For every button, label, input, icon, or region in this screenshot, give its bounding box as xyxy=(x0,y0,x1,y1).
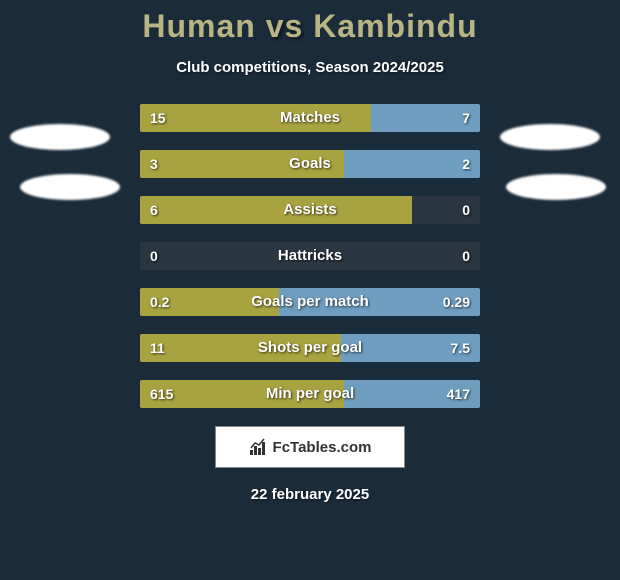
player-badge-placeholder xyxy=(20,174,120,200)
player-badge-placeholder xyxy=(10,124,110,150)
stat-label: Shots per goal xyxy=(140,334,480,362)
stat-label: Goals per match xyxy=(140,288,480,316)
stat-row: 615Min per goal417 xyxy=(140,380,480,408)
stat-value-right: 417 xyxy=(447,380,470,408)
stat-row: 0.2Goals per match0.29 xyxy=(140,288,480,316)
vs-text: vs xyxy=(266,8,304,44)
comparison-title: Human vs Kambindu xyxy=(0,0,620,45)
stat-label: Matches xyxy=(140,104,480,132)
stat-row: 3Goals2 xyxy=(140,150,480,178)
stat-row: 15Matches7 xyxy=(140,104,480,132)
stat-row: 0Hattricks0 xyxy=(140,242,480,270)
stat-value-right: 2 xyxy=(462,150,470,178)
stat-label: Goals xyxy=(140,150,480,178)
stat-value-right: 0.29 xyxy=(443,288,470,316)
player-badge-placeholder xyxy=(500,124,600,150)
stat-label: Min per goal xyxy=(140,380,480,408)
footer-date: 22 february 2025 xyxy=(0,486,620,503)
stat-row: 6Assists0 xyxy=(140,196,480,224)
stat-value-right: 7.5 xyxy=(451,334,470,362)
chart-icon xyxy=(249,438,267,456)
player-badge-placeholder xyxy=(506,174,606,200)
stat-value-right: 0 xyxy=(462,242,470,270)
stat-value-right: 7 xyxy=(462,104,470,132)
stat-label: Hattricks xyxy=(140,242,480,270)
badge-text: FcTables.com xyxy=(273,439,372,456)
stat-row: 11Shots per goal7.5 xyxy=(140,334,480,362)
stats-container: 15Matches73Goals26Assists00Hattricks00.2… xyxy=(140,104,480,408)
stat-label: Assists xyxy=(140,196,480,224)
fctables-badge[interactable]: FcTables.com xyxy=(215,426,405,468)
player2-name: Kambindu xyxy=(313,8,477,44)
subtitle: Club competitions, Season 2024/2025 xyxy=(0,59,620,76)
stat-value-right: 0 xyxy=(462,196,470,224)
player1-name: Human xyxy=(142,8,255,44)
